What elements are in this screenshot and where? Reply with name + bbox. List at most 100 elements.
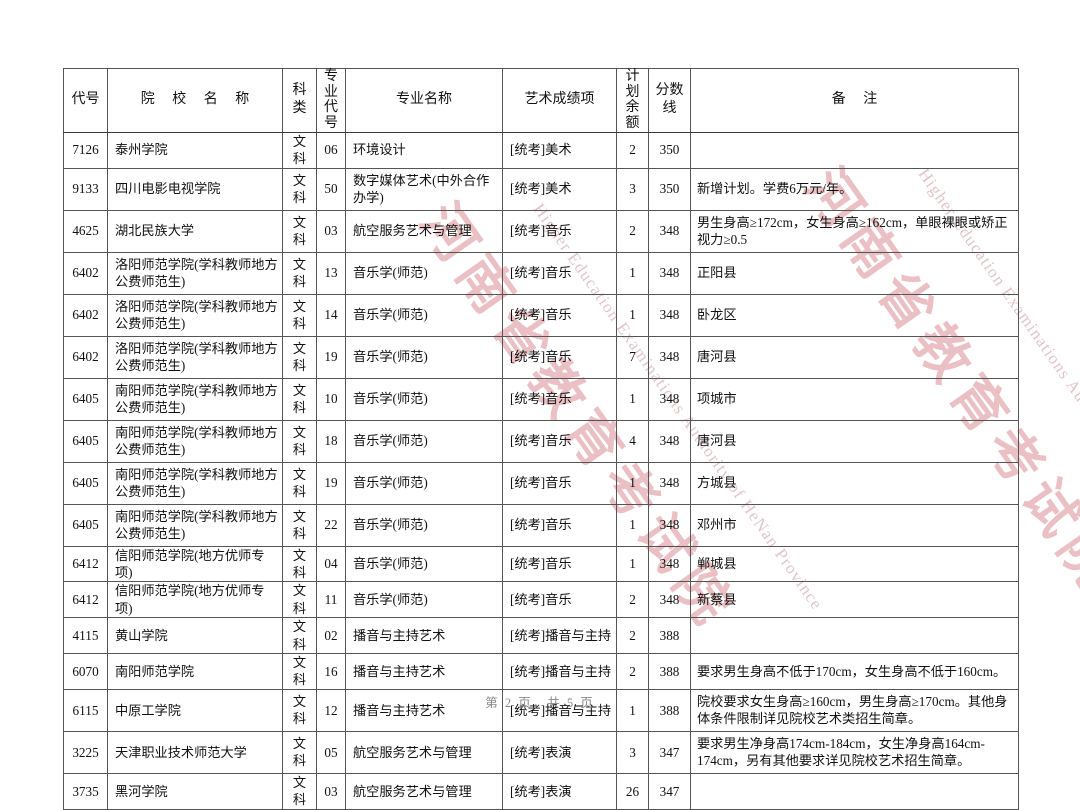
table-row: 3735 黑河学院 文科 03 航空服务艺术与管理 [统考]表演 26 347 bbox=[63, 772, 1019, 810]
cell-code: 3735 bbox=[63, 772, 108, 810]
cell-school-name: 南阳师范学院(学科教师地方公费师范生) bbox=[107, 503, 283, 547]
cell-major-code: 05 bbox=[316, 730, 346, 774]
cell-art-score-item: [统考]音乐 bbox=[502, 461, 617, 505]
cell-score-line: 348 bbox=[648, 377, 691, 421]
cell-code: 6402 bbox=[63, 293, 108, 337]
cell-category: 文科 bbox=[282, 293, 317, 337]
cell-quota: 2 bbox=[616, 617, 649, 655]
cell-score-line: 348 bbox=[648, 419, 691, 463]
cell-major-name: 音乐学(师范) bbox=[345, 545, 503, 583]
cell-category: 文科 bbox=[282, 503, 317, 547]
cell-major-name: 播音与主持艺术 bbox=[345, 688, 503, 732]
cell-major-code: 19 bbox=[316, 461, 346, 505]
table-row: 9133 四川电影电视学院 文科 50 数字媒体艺术(中外合作办学) [统考]美术 3 350… bbox=[63, 167, 1019, 211]
cell-major-code: 13 bbox=[316, 251, 346, 295]
cell-major-name: 音乐学(师范) bbox=[345, 251, 503, 295]
table-row: 6070 南阳师范学院 文科 16 播音与主持艺术 [统考]播音与主持 2 388 要求男生身高… bbox=[63, 653, 1019, 690]
cell-note: 要求男生净身高174cm-184cm，女生净身高164cm-174cm，另有其他… bbox=[690, 730, 1019, 774]
cell-quota: 2 bbox=[616, 653, 649, 690]
table-row: 4625 湖北民族大学 文科 03 航空服务艺术与管理 [统考]音乐 2 348 男生身高≥17… bbox=[63, 209, 1019, 253]
cell-major-name: 播音与主持艺术 bbox=[345, 653, 503, 690]
cell-code: 3225 bbox=[63, 730, 108, 774]
cell-major-name: 音乐学(师范) bbox=[345, 377, 503, 421]
cell-score-line: 350 bbox=[648, 131, 691, 169]
cell-school-name: 黑河学院 bbox=[107, 772, 283, 810]
header-major-name: 专业名称 bbox=[345, 68, 503, 133]
cell-major-name: 音乐学(师范) bbox=[345, 503, 503, 547]
cell-category: 文科 bbox=[282, 419, 317, 463]
cell-quota: 2 bbox=[616, 209, 649, 253]
cell-school-name: 四川电影电视学院 bbox=[107, 167, 283, 211]
cell-category: 文科 bbox=[282, 545, 317, 583]
cell-code: 6402 bbox=[63, 335, 108, 379]
cell-major-code: 18 bbox=[316, 419, 346, 463]
cell-major-name: 环境设计 bbox=[345, 131, 503, 169]
cell-score-line: 348 bbox=[648, 581, 691, 619]
cell-major-name: 播音与主持艺术 bbox=[345, 617, 503, 655]
cell-major-name: 航空服务艺术与管理 bbox=[345, 772, 503, 810]
cell-quota: 7 bbox=[616, 335, 649, 379]
cell-school-name: 南阳师范学院 bbox=[107, 653, 283, 690]
cell-score-line: 388 bbox=[648, 653, 691, 690]
header-code: 代号 bbox=[63, 68, 108, 133]
cell-quota: 2 bbox=[616, 131, 649, 169]
cell-school-name: 天津职业技术师范大学 bbox=[107, 730, 283, 774]
cell-art-score-item: [统考]音乐 bbox=[502, 209, 617, 253]
cell-school-name: 泰州学院 bbox=[107, 131, 283, 169]
cell-note: 男生身高≥172cm，女生身高≥162cm，单眼裸眼或矫正视力≥0.5 bbox=[690, 209, 1019, 253]
table-row: 7126 泰州学院 文科 06 环境设计 [统考]美术 2 350 bbox=[63, 131, 1019, 169]
cell-school-name: 洛阳师范学院(学科教师地方公费师范生) bbox=[107, 335, 283, 379]
cell-score-line: 388 bbox=[648, 688, 691, 732]
cell-major-name: 音乐学(师范) bbox=[345, 293, 503, 337]
cell-major-code: 03 bbox=[316, 209, 346, 253]
cell-note: 要求男生身高不低于170cm，女生身高不低于160cm。 bbox=[690, 653, 1019, 690]
cell-quota: 1 bbox=[616, 545, 649, 583]
cell-quota: 2 bbox=[616, 581, 649, 619]
cell-major-name: 航空服务艺术与管理 bbox=[345, 730, 503, 774]
cell-score-line: 347 bbox=[648, 772, 691, 810]
cell-major-code: 22 bbox=[316, 503, 346, 547]
cell-school-name: 南阳师范学院(学科教师地方公费师范生) bbox=[107, 461, 283, 505]
cell-school-name: 南阳师范学院(学科教师地方公费师范生) bbox=[107, 419, 283, 463]
cell-major-code: 19 bbox=[316, 335, 346, 379]
cell-note: 新蔡县 bbox=[690, 581, 1019, 619]
cell-note bbox=[690, 617, 1019, 655]
cell-major-name: 音乐学(师范) bbox=[345, 335, 503, 379]
table-row: 6402 洛阳师范学院(学科教师地方公费师范生) 文科 13 音乐学(师范) [统考]音乐… bbox=[63, 251, 1019, 295]
cell-category: 文科 bbox=[282, 461, 317, 505]
cell-note: 唐河县 bbox=[690, 419, 1019, 463]
table-body: 7126 泰州学院 文科 06 环境设计 [统考]美术 2 350 9133 四川电影电视学院 文科… bbox=[63, 131, 1019, 810]
header-major-code-line2: 代号 bbox=[324, 100, 338, 132]
cell-note: 项城市 bbox=[690, 377, 1019, 421]
cell-art-score-item: [统考]音乐 bbox=[502, 335, 617, 379]
table-row: 3225 天津职业技术师范大学 文科 05 航空服务艺术与管理 [统考]表演 3 347 要求男… bbox=[63, 730, 1019, 774]
cell-major-code: 50 bbox=[316, 167, 346, 211]
cell-note: 邓州市 bbox=[690, 503, 1019, 547]
cell-school-name: 信阳师范学院(地方优师专项) bbox=[107, 545, 283, 583]
cell-quota: 1 bbox=[616, 377, 649, 421]
cell-school-name: 洛阳师范学院(学科教师地方公费师范生) bbox=[107, 293, 283, 337]
cell-code: 6405 bbox=[63, 419, 108, 463]
cell-category: 文科 bbox=[282, 688, 317, 732]
cell-score-line: 348 bbox=[648, 545, 691, 583]
cell-category: 文科 bbox=[282, 131, 317, 169]
cell-quota: 4 bbox=[616, 419, 649, 463]
cell-art-score-item: [统考]音乐 bbox=[502, 293, 617, 337]
cell-category: 文科 bbox=[282, 209, 317, 253]
cell-note: 院校要求女生身高≥160cm，男生身高≥170cm。其他身体条件限制详见院校艺术… bbox=[690, 688, 1019, 732]
cell-school-name: 黄山学院 bbox=[107, 617, 283, 655]
cell-major-code: 11 bbox=[316, 581, 346, 619]
table-row: 6402 洛阳师范学院(学科教师地方公费师范生) 文科 14 音乐学(师范) [统考]音乐… bbox=[63, 293, 1019, 337]
cell-major-code: 06 bbox=[316, 131, 346, 169]
table-row: 6412 信阳师范学院(地方优师专项) 文科 04 音乐学(师范) [统考]音乐 1 348 郸… bbox=[63, 545, 1019, 583]
cell-category: 文科 bbox=[282, 581, 317, 619]
header-school-name: 院 校 名 称 bbox=[107, 68, 283, 133]
cell-code: 7126 bbox=[63, 131, 108, 169]
cell-category: 文科 bbox=[282, 377, 317, 421]
cell-code: 6412 bbox=[63, 581, 108, 619]
header-score-line: 分数线 bbox=[648, 68, 691, 133]
cell-note: 郸城县 bbox=[690, 545, 1019, 583]
cell-code: 6115 bbox=[63, 688, 108, 732]
table-row: 6405 南阳师范学院(学科教师地方公费师范生) 文科 18 音乐学(师范) [统考]音乐… bbox=[63, 419, 1019, 463]
cell-category: 文科 bbox=[282, 772, 317, 810]
